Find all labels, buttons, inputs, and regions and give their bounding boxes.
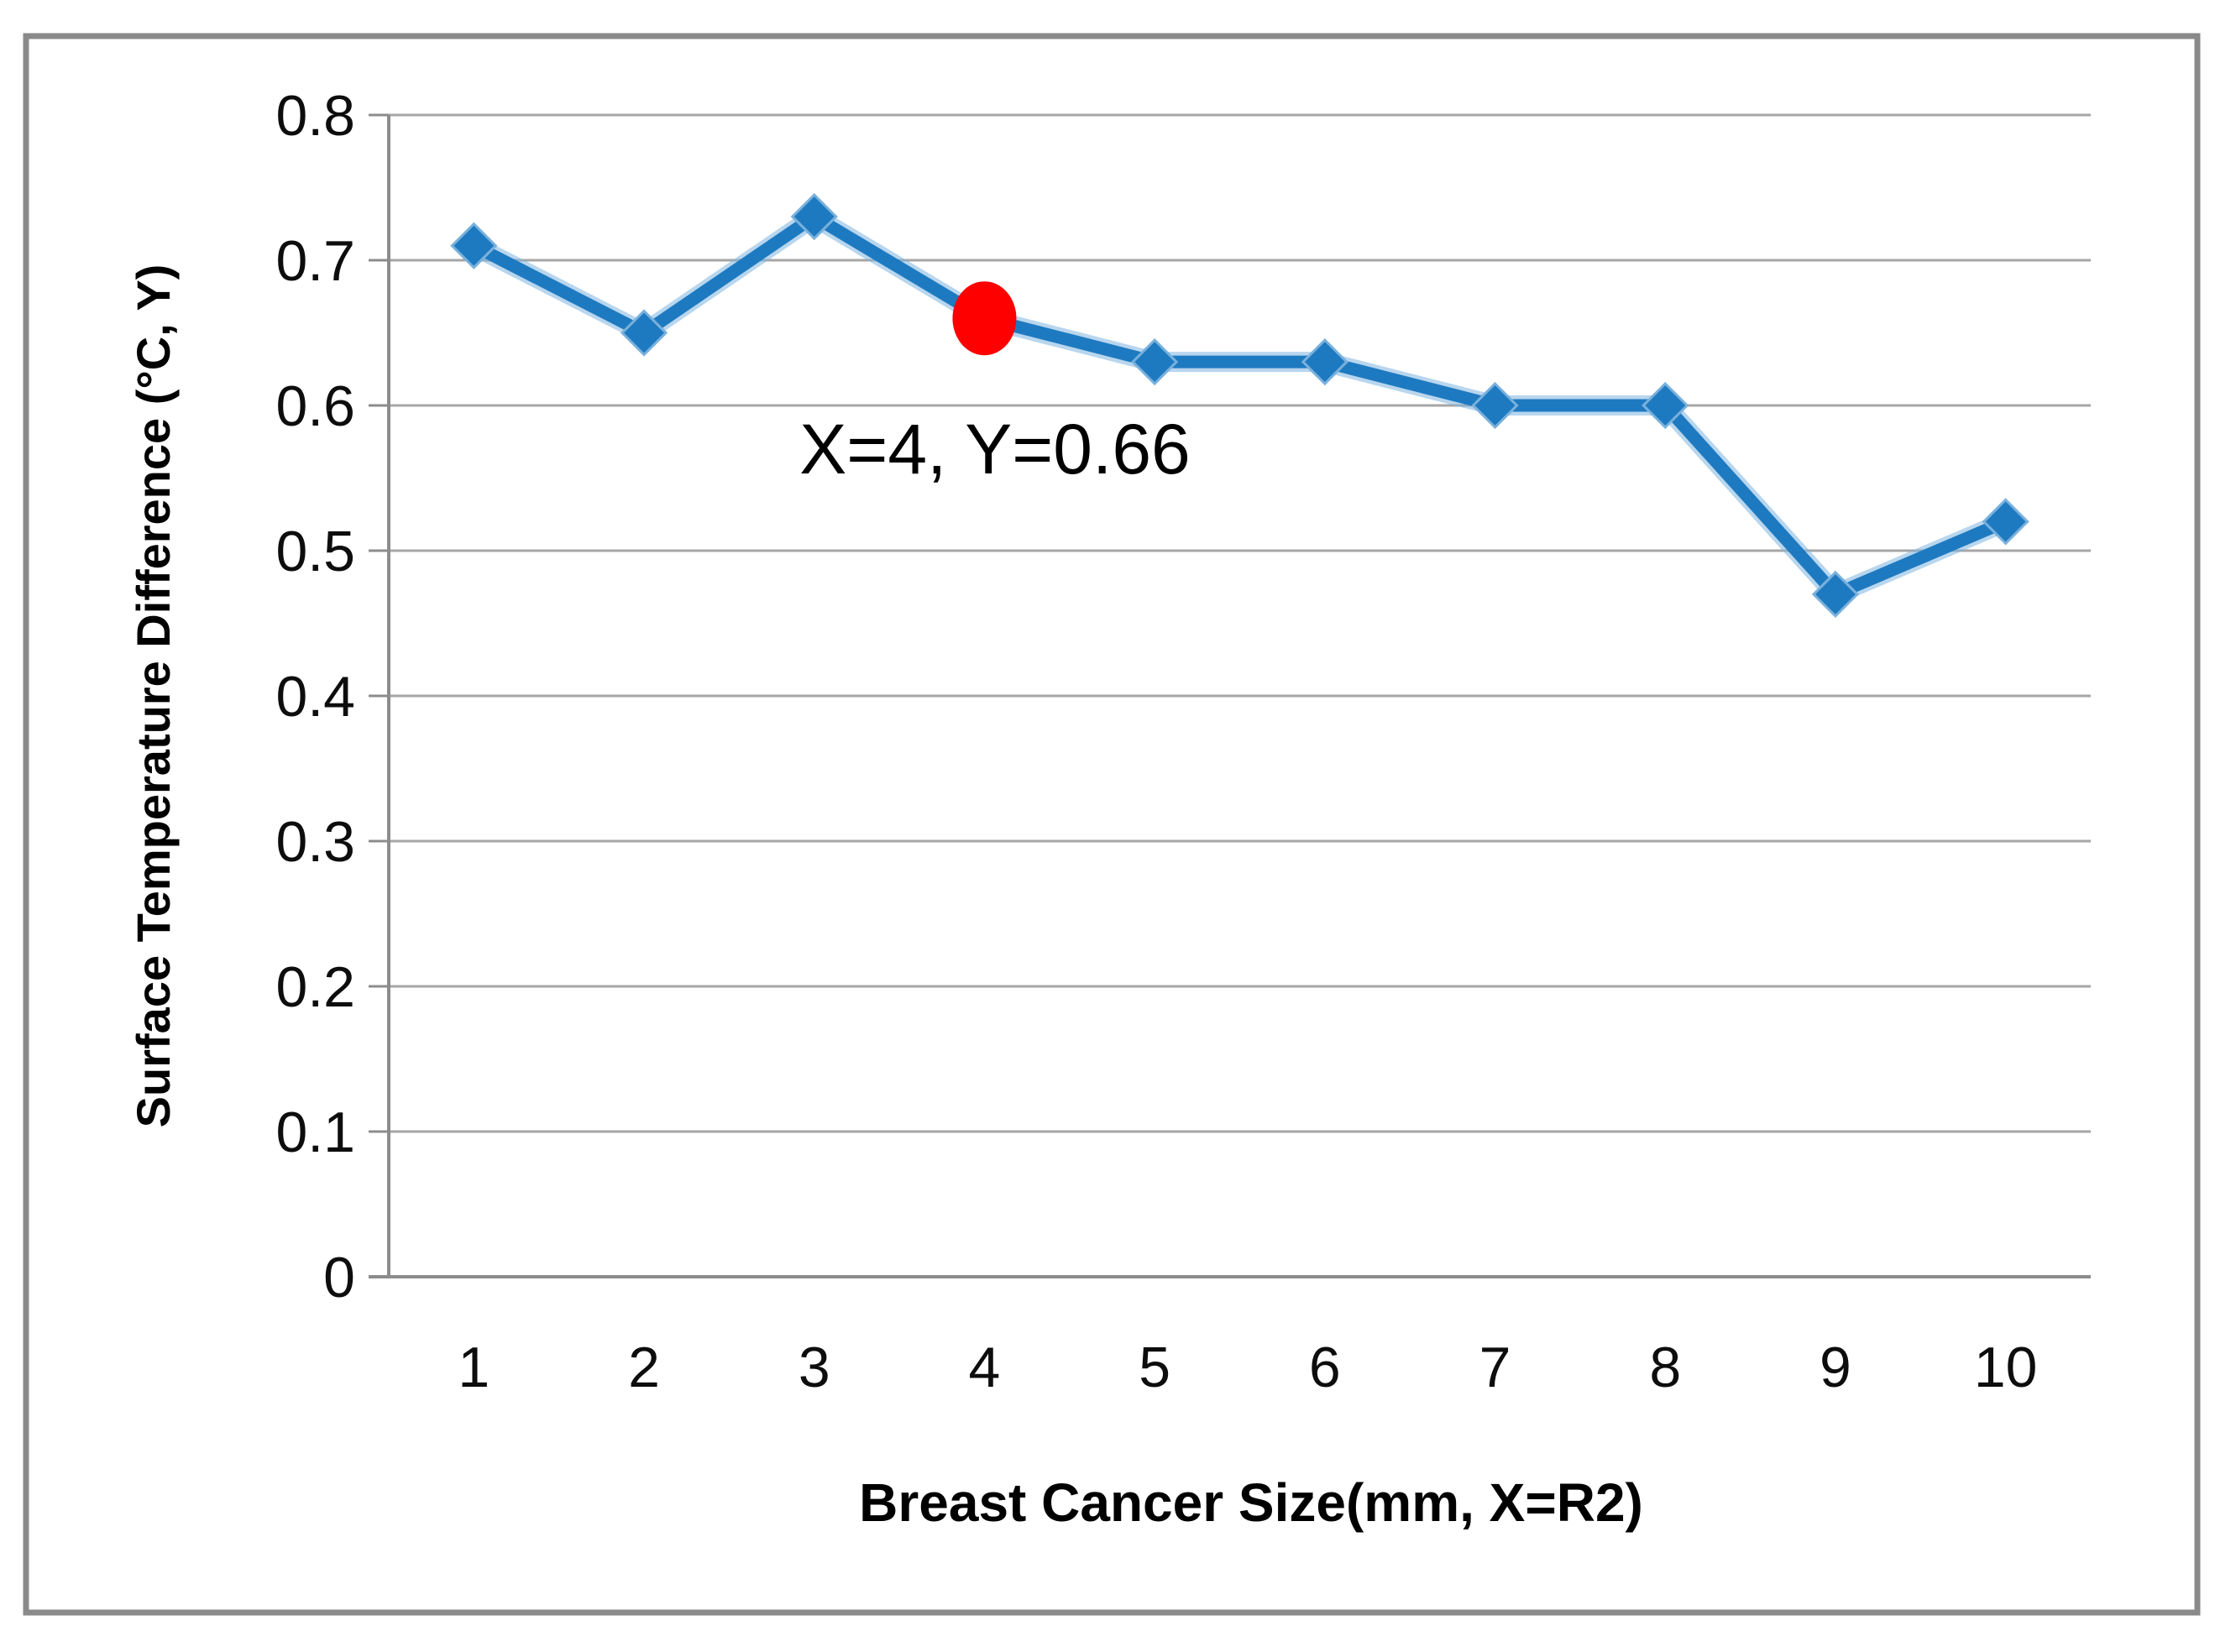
series-line (467, 210, 2013, 601)
y-tick-label: 0.3 (275, 810, 355, 874)
y-tick-label: 0.5 (275, 520, 355, 583)
plot-area: 0 0.1 0.2 0.3 0.4 0.5 0.6 0.7 0.8 1 2 3 4 5 6 7 8 9 10 (275, 84, 2091, 1399)
data-point-marker (450, 222, 498, 269)
chart-border (23, 33, 2201, 1616)
x-tick-label: 9 (1820, 1336, 1851, 1399)
data-point-marker (1642, 381, 1689, 430)
x-tick-label: 10 (1974, 1336, 2038, 1399)
point-annotation: X=4, Y=0.66 (799, 410, 1191, 489)
data-point-marker (1982, 498, 2029, 546)
x-tick-label: 3 (799, 1336, 830, 1399)
y-tick-label: 0 (323, 1246, 355, 1310)
data-point-marker (1811, 570, 1860, 619)
y-tick-label: 0.8 (275, 84, 355, 148)
data-point-marker (1301, 337, 1348, 386)
data-point-marker (1131, 337, 1179, 386)
data-point-marker (1471, 381, 1519, 430)
x-tick-label: 5 (1139, 1336, 1170, 1399)
y-tick-label: 0.2 (275, 955, 355, 1019)
data-point-marker (790, 192, 838, 241)
y-axis-title: Surface Temperature Difference (°C, Y) (127, 264, 180, 1128)
x-tick-label: 8 (1649, 1336, 1681, 1399)
x-tick-label: 4 (969, 1336, 1001, 1399)
data-point-marker (620, 309, 668, 357)
y-tick-label: 0.1 (275, 1100, 355, 1164)
y-tick-label: 0.6 (275, 374, 355, 438)
x-axis-title: Breast Cancer Size(mm, X=R2) (859, 1472, 1643, 1533)
highlighted-point-marker (952, 281, 1017, 356)
y-tick-label: 0.7 (275, 229, 355, 293)
x-tick-label: 6 (1309, 1336, 1341, 1399)
x-tick-label: 2 (628, 1336, 660, 1399)
x-tick-label: 1 (458, 1336, 490, 1399)
x-tick-label: 7 (1479, 1336, 1511, 1399)
y-tick-label: 0.4 (275, 665, 355, 729)
